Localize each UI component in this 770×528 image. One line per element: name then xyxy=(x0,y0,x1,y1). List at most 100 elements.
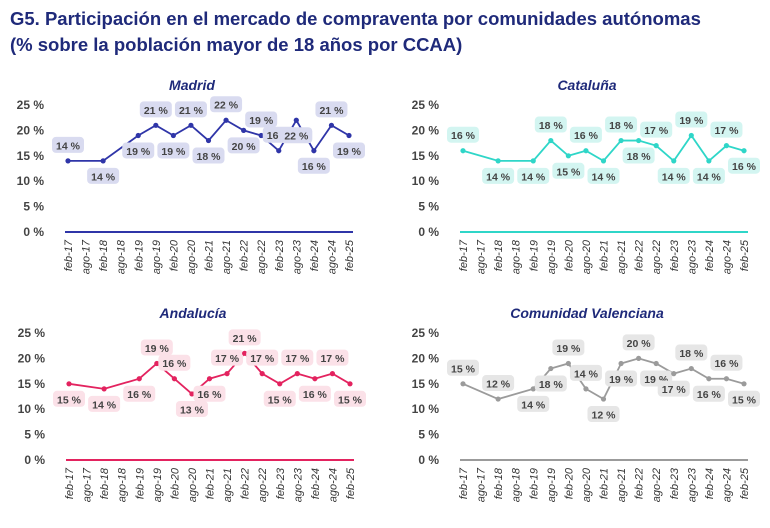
x-tick-label: ago-18 xyxy=(117,467,129,502)
x-tick-label: ago-22 xyxy=(651,468,663,502)
x-tick-label: feb-19 xyxy=(133,240,145,271)
data-point xyxy=(224,371,230,377)
x-tick-label: ago-21 xyxy=(616,240,628,274)
data-label: 16 % xyxy=(714,358,739,370)
x-tick-label: feb-25 xyxy=(739,239,751,271)
y-tick-label: 15 % xyxy=(18,377,46,391)
data-point xyxy=(312,376,318,382)
data-label-background xyxy=(569,364,602,381)
data-point xyxy=(65,158,71,164)
x-tick-label: feb-21 xyxy=(204,240,216,271)
data-point xyxy=(530,386,536,392)
data-label-background xyxy=(192,147,225,164)
data-point xyxy=(688,132,694,139)
data-point xyxy=(530,158,536,164)
data-label-background xyxy=(334,390,366,407)
data-point xyxy=(66,381,72,387)
x-tick-label: ago-21 xyxy=(616,468,628,502)
x-tick-label: feb-19 xyxy=(528,240,540,271)
data-point xyxy=(583,148,589,154)
data-label: 14 % xyxy=(662,171,687,183)
data-label: 19 % xyxy=(145,343,170,355)
data-label-background xyxy=(174,101,207,118)
data-point xyxy=(205,137,212,144)
y-tick-label: 15 % xyxy=(412,377,440,391)
data-label-background xyxy=(245,111,278,128)
data-label: 19 % xyxy=(249,115,274,127)
data-label-background xyxy=(281,349,314,366)
x-tick-label: feb-20 xyxy=(169,467,181,499)
data-label: 21 % xyxy=(319,105,344,117)
data-label-background xyxy=(728,390,760,407)
x-tick-label: ago-22 xyxy=(257,468,269,502)
x-tick-label: ago-21 xyxy=(221,240,233,274)
data-label: 16 % xyxy=(127,389,152,401)
y-tick-label: 20 % xyxy=(17,123,45,137)
data-label: 14 % xyxy=(521,171,546,183)
y-tick-label: 0 % xyxy=(24,453,45,467)
figure-subtitle: (% sobre la población mayor de 18 años p… xyxy=(10,34,463,55)
data-label-background xyxy=(728,157,760,174)
y-tick-label: 20 % xyxy=(412,351,440,365)
data-point xyxy=(723,143,730,149)
x-tick-label: ago-24 xyxy=(721,468,733,502)
data-point xyxy=(618,137,624,144)
data-label-background xyxy=(657,167,690,184)
data-label-background xyxy=(692,385,725,402)
data-label: 15 % xyxy=(338,394,363,406)
data-label: 17 % xyxy=(662,384,687,396)
figure-title: G5. Participación en el mercado de compr… xyxy=(10,8,701,29)
data-label: 12 % xyxy=(592,410,617,422)
data-label: 17 % xyxy=(714,125,739,137)
data-point xyxy=(741,381,747,387)
data-label: 18 % xyxy=(539,379,564,391)
x-tick-label: feb-18 xyxy=(493,239,505,271)
data-label-background xyxy=(710,354,743,371)
data-label: 21 % xyxy=(179,105,204,117)
x-tick-label: feb-22 xyxy=(239,240,251,271)
data-point xyxy=(294,371,300,377)
y-tick-label: 5 % xyxy=(23,200,44,214)
data-label: 17 % xyxy=(215,353,240,365)
data-point xyxy=(347,381,353,387)
x-tick-label: feb-22 xyxy=(240,468,252,499)
data-point xyxy=(135,132,141,139)
x-tick-label: feb-21 xyxy=(599,468,611,499)
data-point xyxy=(723,376,730,382)
y-tick-label: 0 % xyxy=(418,453,439,467)
x-tick-label: feb-20 xyxy=(563,239,575,271)
data-label: 22 % xyxy=(284,131,309,143)
data-label: 18 % xyxy=(609,120,634,132)
data-label-background xyxy=(517,167,550,184)
data-label: 19 % xyxy=(161,146,186,158)
data-point xyxy=(101,386,107,392)
y-tick-label: 20 % xyxy=(18,351,46,365)
x-tick-label: feb-24 xyxy=(310,468,322,499)
data-label: 17 % xyxy=(285,353,310,365)
y-tick-label: 25 % xyxy=(18,326,46,340)
data-label: 16 % xyxy=(732,161,757,173)
data-label: 14 % xyxy=(56,140,81,152)
x-tick-label: feb-21 xyxy=(599,240,611,271)
x-tick-label: feb-19 xyxy=(134,468,146,499)
data-point xyxy=(600,396,607,402)
data-label-background xyxy=(534,116,567,133)
data-label: 14 % xyxy=(521,399,546,411)
x-tick-label: ago-19 xyxy=(546,468,558,502)
data-label-background xyxy=(316,349,349,366)
data-label: 16 % xyxy=(198,389,223,401)
chart-andalucia: Andalucía 0 % 5 % 10 % 15 % 20 % 25 % feb-17 ago… xyxy=(1,303,386,528)
data-label-background xyxy=(587,406,620,423)
data-point xyxy=(242,350,248,356)
chart-andalucia-svg: Andalucía 0 % 5 % 10 % 15 % 20 % 25 % feb-17 ago… xyxy=(18,305,366,502)
data-point xyxy=(548,137,554,144)
x-tick-label: ago-22 xyxy=(651,240,663,274)
data-label: 18 % xyxy=(197,151,222,163)
x-tick-label: feb-20 xyxy=(563,467,575,499)
series-line xyxy=(462,133,745,163)
data-label: 16 % xyxy=(162,358,187,370)
x-tick-label: feb-23 xyxy=(669,239,681,271)
y-tick-label: 0 % xyxy=(23,225,44,239)
data-label-background xyxy=(246,349,279,366)
data-point xyxy=(188,122,194,128)
